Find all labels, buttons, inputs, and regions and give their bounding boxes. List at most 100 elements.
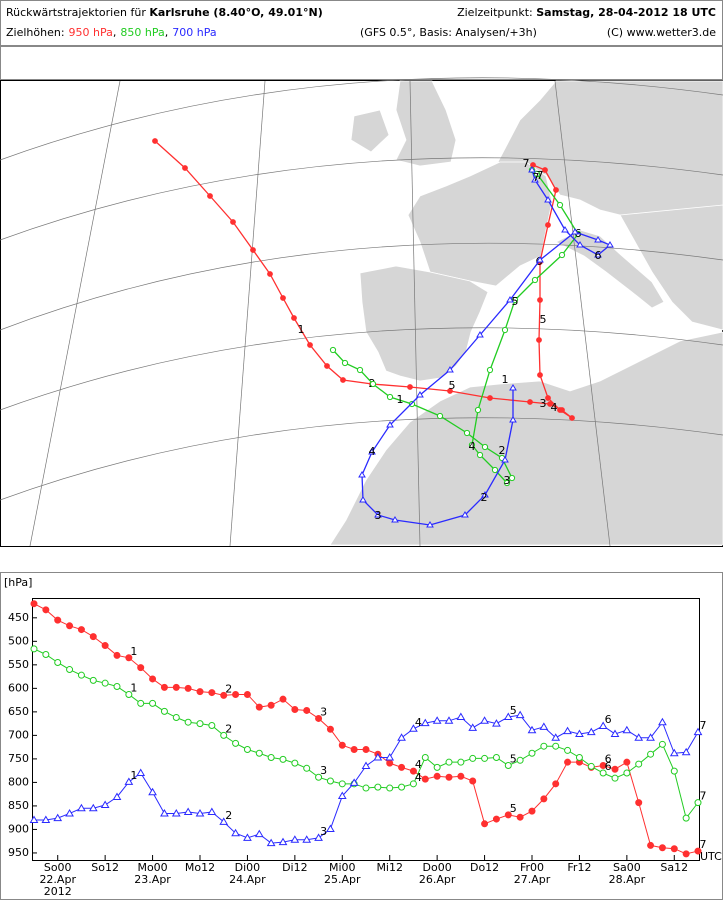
- data-point: [77, 626, 85, 634]
- day-label: 4: [369, 445, 376, 458]
- data-point: [349, 778, 359, 786]
- legend-separator: ,: [113, 26, 117, 39]
- data-point: [89, 633, 97, 641]
- trajectory-point: [446, 366, 454, 373]
- data-point: [243, 690, 251, 698]
- data-point: [551, 733, 561, 741]
- y-tick-label: 850: [8, 799, 29, 812]
- data-point: [421, 753, 429, 761]
- day-label: 7: [700, 790, 707, 803]
- data-point: [421, 775, 429, 783]
- trajectory-point: [536, 256, 544, 263]
- y-tick-label: 800: [8, 775, 29, 788]
- trajectory-point: [487, 395, 493, 401]
- data-point: [670, 845, 678, 853]
- day-label: 3: [540, 397, 547, 410]
- data-point: [599, 761, 607, 769]
- data-point: [362, 745, 370, 753]
- data-point: [54, 658, 62, 666]
- trajectory-point: [537, 372, 543, 378]
- day-label: 4: [415, 771, 422, 784]
- map-grid: [0, 157, 723, 241]
- data-point: [481, 754, 489, 762]
- trajectory-point: [461, 511, 469, 518]
- trajectory-point: [544, 196, 552, 203]
- day-label: 7: [700, 838, 707, 851]
- data-point: [172, 714, 180, 722]
- data-point: [220, 691, 228, 699]
- data-point: [468, 723, 478, 731]
- data-point: [303, 706, 311, 714]
- map-grid: [0, 242, 723, 331]
- data-point: [279, 755, 287, 763]
- data-point: [610, 729, 620, 737]
- day-label: 2: [225, 682, 232, 695]
- day-label: 5: [449, 379, 456, 392]
- trajectory-point: [486, 366, 494, 374]
- data-point: [433, 763, 441, 771]
- data-point: [65, 808, 74, 817]
- x-tick-label: Sa00: [613, 861, 641, 874]
- data-point: [445, 758, 453, 766]
- day-label: 7: [523, 157, 530, 170]
- data-point: [670, 767, 678, 775]
- data-point: [432, 716, 442, 724]
- land: [555, 229, 665, 309]
- x-tick-label: Fr00: [520, 861, 544, 874]
- data-point: [267, 753, 275, 761]
- day-label: 4: [551, 401, 558, 414]
- trajectory-point: [594, 251, 602, 258]
- data-point: [255, 703, 263, 711]
- data-point: [540, 742, 548, 750]
- data-point: [635, 760, 643, 768]
- data-point: [220, 731, 228, 739]
- title: Rückwärtstrajektorien für Karlsruhe (8.4…: [6, 6, 323, 19]
- data-point: [53, 813, 63, 822]
- trajectory-point: [503, 479, 511, 487]
- trajectory-point: [307, 342, 313, 348]
- trajectory-point: [340, 377, 346, 383]
- day-label: 1: [130, 645, 137, 658]
- levels-label: Zielhöhen:: [6, 26, 65, 39]
- day-label: 2: [481, 491, 488, 504]
- trajectory-point: [359, 496, 367, 503]
- trajectory-point: [329, 346, 337, 354]
- data-point: [54, 616, 62, 624]
- data-point: [160, 683, 168, 691]
- data-point: [113, 682, 121, 690]
- day-label: 4: [415, 758, 422, 771]
- data-point: [184, 718, 192, 726]
- data-point: [101, 642, 109, 650]
- trajectory-point: [207, 193, 213, 199]
- data-point: [326, 725, 334, 733]
- trajectory-point: [280, 295, 286, 301]
- data-point: [149, 699, 157, 707]
- data-point: [457, 758, 465, 766]
- x-date-label: 26.Apr: [419, 873, 456, 886]
- data-point: [492, 815, 500, 823]
- day-label: 3: [504, 474, 511, 487]
- data-point: [267, 701, 275, 709]
- data-point: [504, 811, 512, 819]
- y-tick-label: 950: [8, 846, 29, 859]
- day-label: 5: [510, 704, 517, 717]
- trajectory-point: [476, 451, 484, 459]
- data-point: [386, 784, 394, 792]
- data-point: [503, 712, 513, 721]
- trajectory-point: [547, 401, 553, 407]
- legend-entry: 950 hPa: [69, 26, 113, 39]
- legend: Zielhöhen: 950 hPa, 850 hPa, 700 hPa: [6, 26, 217, 39]
- trajectory-point: [606, 241, 614, 248]
- trajectory-point: [533, 170, 541, 178]
- data-point: [682, 814, 690, 822]
- data-point: [658, 740, 666, 748]
- trajectory-point: [474, 406, 482, 414]
- data-point: [30, 600, 38, 608]
- data-point: [338, 741, 346, 749]
- data-point: [647, 750, 655, 758]
- data-point: [196, 688, 204, 696]
- map-grid: [29, 80, 121, 547]
- data-point: [693, 727, 703, 736]
- data-point: [254, 829, 264, 838]
- trajectory-point: [468, 441, 476, 449]
